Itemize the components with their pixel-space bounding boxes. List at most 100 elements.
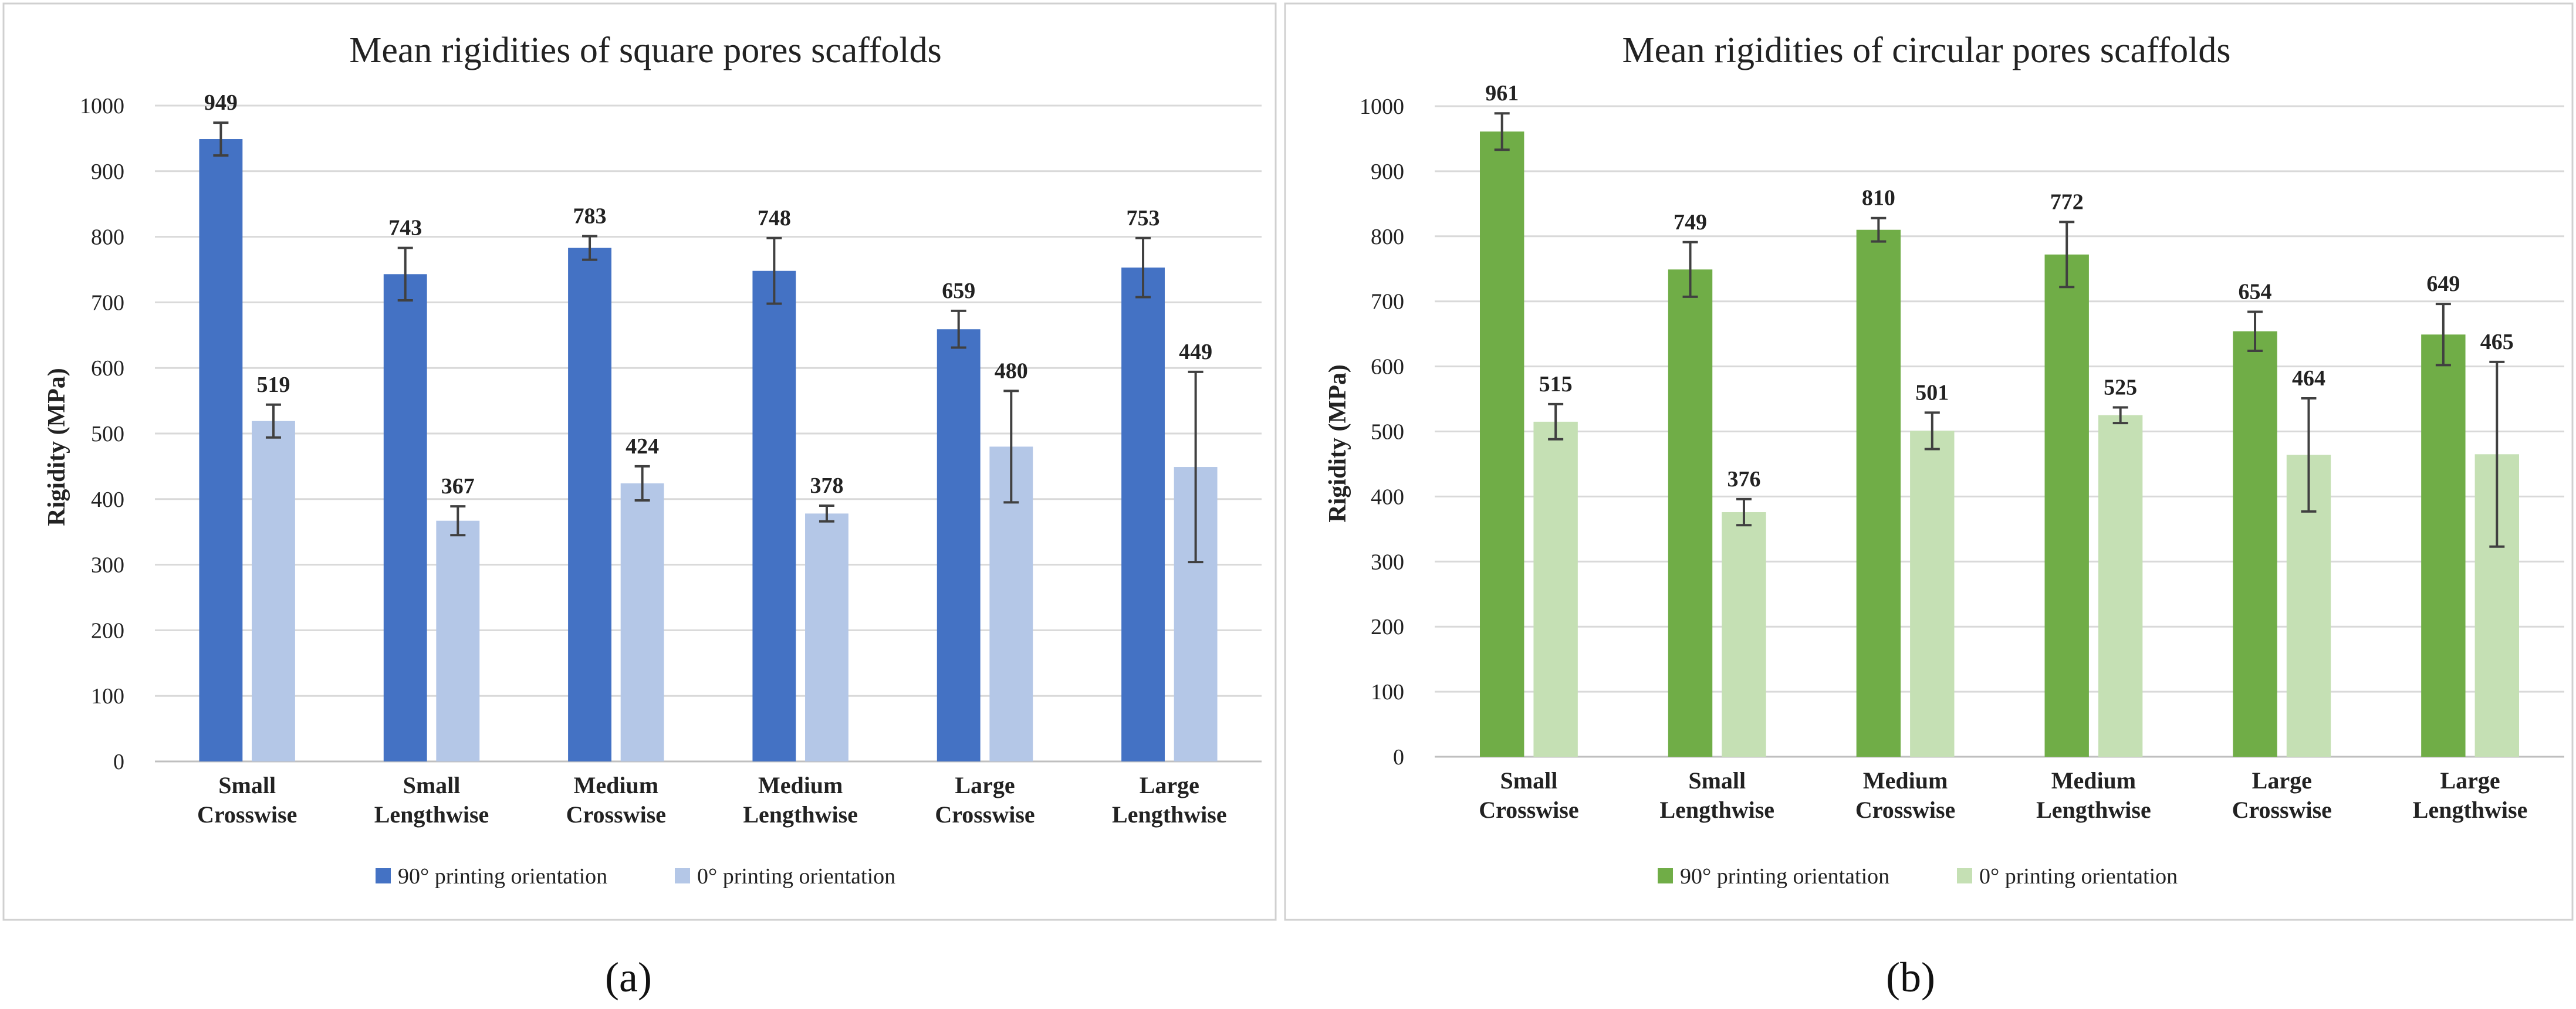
bar-series1	[1480, 131, 1524, 757]
y-tick-label: 800	[1371, 225, 1404, 249]
x-tick-label: Crosswise	[2232, 797, 2332, 823]
bar-series1	[752, 270, 796, 762]
bar-series1	[383, 274, 427, 761]
y-tick-label: 500	[91, 422, 124, 446]
bar-series1	[1668, 269, 1713, 757]
data-label: 449	[1179, 340, 1212, 364]
x-tick-label: Small	[218, 772, 276, 798]
chart-panel-b: Mean rigidities of circular pores scaffo…	[1284, 2, 2574, 1001]
bar-series2	[620, 483, 664, 761]
legend-swatch	[675, 868, 690, 883]
data-label: 810	[1862, 186, 1895, 211]
x-tick-label: Crosswise	[935, 801, 1035, 828]
y-tick-label: 1000	[1360, 94, 1404, 119]
y-axis-label: Rigidity (MPa)	[43, 368, 70, 526]
y-tick-label: 800	[91, 225, 124, 250]
chart-title: Mean rigidities of square pores scaffold…	[349, 31, 942, 70]
data-label: 654	[2239, 279, 2272, 304]
x-tick-label: Large	[955, 772, 1015, 798]
y-tick-label: 100	[91, 684, 124, 709]
data-label: 748	[758, 206, 791, 231]
data-label: 743	[388, 216, 422, 241]
x-tick-label: Crosswise	[1855, 797, 1955, 823]
x-tick-label: Small	[403, 772, 461, 798]
y-tick-label: 200	[1371, 615, 1404, 639]
bar-series1	[2233, 331, 2277, 757]
data-label: 749	[1674, 210, 1707, 235]
data-label: 465	[2480, 330, 2514, 354]
bar-series1	[937, 329, 981, 761]
bar-series1	[199, 139, 243, 761]
x-tick-label: Large	[2440, 767, 2500, 794]
legend-swatch	[376, 868, 391, 883]
data-label: 519	[256, 373, 290, 397]
x-tick-label: Lengthwise	[374, 801, 489, 828]
x-tick-label: Small	[1688, 767, 1746, 794]
y-tick-label: 0	[1393, 745, 1404, 770]
data-label: 378	[810, 473, 843, 498]
x-tick-label: Lengthwise	[1659, 797, 1774, 823]
legend-label: 0° printing orientation	[697, 864, 895, 889]
data-label: 961	[1485, 81, 1519, 106]
y-tick-label: 300	[1371, 550, 1404, 574]
panel-label: (a)	[605, 954, 652, 1001]
data-label: 772	[2050, 189, 2084, 214]
data-label: 525	[2104, 375, 2137, 399]
x-tick-label: Lengthwise	[2413, 797, 2528, 823]
bar-series1	[568, 248, 611, 762]
data-label: 501	[1915, 380, 1949, 405]
x-tick-label: Lengthwise	[1112, 801, 1227, 828]
bar-series1	[2421, 334, 2466, 757]
x-tick-label: Large	[1140, 772, 1199, 798]
y-tick-label: 300	[91, 553, 124, 578]
bar-series1	[2044, 254, 2089, 757]
panel-label: (b)	[1886, 954, 1935, 1001]
legend-swatch	[1658, 868, 1673, 883]
y-tick-label: 100	[1371, 680, 1404, 705]
bar-series2	[252, 421, 295, 761]
y-tick-label: 1000	[80, 94, 124, 118]
bar-series2	[805, 513, 848, 761]
x-tick-label: Medium	[2051, 767, 2136, 794]
bar-series2	[2098, 415, 2143, 757]
data-label: 949	[204, 90, 238, 115]
chart-title: Mean rigidities of circular pores scaffo…	[1622, 31, 2230, 70]
data-label: 424	[626, 434, 659, 459]
legend-label: 90° printing orientation	[398, 864, 607, 889]
legend: 90° printing orientation 0° printing orie…	[376, 864, 895, 889]
legend-label: 90° printing orientation	[1680, 864, 1889, 889]
legend: 90° printing orientation 0° printing orie…	[1658, 864, 2178, 889]
data-label: 649	[2426, 272, 2460, 296]
data-label: 480	[995, 358, 1028, 383]
bar-series2	[436, 520, 480, 761]
x-tick-label: Medium	[1863, 767, 1948, 794]
x-tick-label: Crosswise	[1479, 797, 1578, 823]
data-label: 376	[1727, 467, 1760, 492]
x-tick-label: Crosswise	[197, 801, 297, 828]
y-tick-label: 400	[1371, 485, 1404, 509]
bar-series2	[1910, 431, 1955, 757]
bar-series2	[1533, 421, 1578, 757]
y-tick-label: 900	[91, 160, 124, 184]
y-tick-label: 500	[1371, 420, 1404, 445]
data-label: 753	[1127, 206, 1160, 231]
legend-swatch	[1957, 868, 1972, 883]
y-tick-label: 400	[91, 487, 124, 512]
chart-panel-a: Mean rigidities of square pores scaffold…	[2, 2, 1277, 1001]
data-label: 464	[2292, 366, 2325, 391]
y-axis-label: Rigidity (MPa)	[1324, 364, 1351, 522]
data-label: 515	[1539, 372, 1573, 397]
y-tick-label: 700	[1371, 290, 1404, 314]
y-tick-label: 0	[113, 750, 124, 774]
bar-series1	[1856, 229, 1901, 757]
data-label: 783	[573, 204, 607, 228]
data-label: 367	[441, 474, 475, 499]
legend-label: 0° printing orientation	[1979, 864, 2178, 889]
bar-series1	[1121, 268, 1165, 761]
x-tick-label: Small	[1500, 767, 1558, 794]
y-tick-label: 700	[91, 290, 124, 315]
x-tick-label: Medium	[758, 772, 843, 798]
y-tick-label: 600	[91, 356, 124, 381]
data-label: 659	[942, 279, 975, 303]
